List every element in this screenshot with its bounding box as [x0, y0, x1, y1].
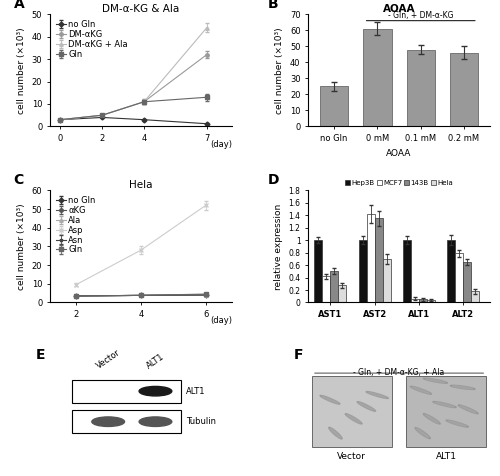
Ellipse shape — [410, 387, 432, 394]
Bar — [450, 53, 478, 127]
Bar — [358, 240, 366, 302]
Ellipse shape — [415, 427, 430, 438]
Text: A: A — [14, 0, 24, 10]
Text: Tubulin: Tubulin — [186, 417, 216, 426]
Bar — [406, 376, 486, 447]
Bar — [312, 376, 392, 447]
Legend: Hep3B, MCF7, 143B, Hela: Hep3B, MCF7, 143B, Hela — [344, 178, 454, 187]
Bar — [366, 214, 374, 302]
Bar — [382, 259, 390, 302]
Bar — [448, 240, 456, 302]
Y-axis label: relative expression: relative expression — [274, 203, 283, 289]
Text: (day): (day) — [210, 140, 232, 149]
Bar — [472, 291, 480, 302]
Ellipse shape — [446, 420, 468, 427]
Bar — [314, 240, 322, 302]
Y-axis label: cell number (×10³): cell number (×10³) — [276, 27, 284, 114]
Ellipse shape — [139, 387, 172, 396]
Bar — [403, 240, 411, 302]
Ellipse shape — [329, 427, 342, 439]
Legend: no Gln, αKG, Ala, Asp, Asn, Gln: no Gln, αKG, Ala, Asp, Asn, Gln — [54, 195, 98, 256]
Bar — [330, 271, 338, 302]
Bar — [72, 380, 181, 403]
Ellipse shape — [357, 402, 376, 411]
Title: Hela: Hela — [129, 179, 152, 189]
Text: - Gln, + DM-α-KG, + Ala: - Gln, + DM-α-KG, + Ala — [354, 368, 444, 377]
Text: Vector: Vector — [94, 347, 122, 370]
Bar — [320, 86, 348, 127]
Title: AOAA: AOAA — [383, 3, 416, 13]
Text: B: B — [268, 0, 279, 10]
Ellipse shape — [368, 392, 387, 398]
Ellipse shape — [460, 406, 476, 413]
Ellipse shape — [458, 405, 478, 414]
Ellipse shape — [424, 415, 439, 423]
Text: - Gln, + DM-α-KG: - Gln, + DM-α-KG — [388, 11, 454, 20]
Text: E: E — [36, 348, 45, 362]
Ellipse shape — [346, 414, 362, 424]
Bar — [411, 299, 419, 302]
Ellipse shape — [139, 417, 172, 426]
Bar — [374, 218, 382, 302]
Bar — [322, 276, 330, 302]
Text: Vector: Vector — [338, 452, 366, 461]
Text: F: F — [294, 348, 303, 362]
Ellipse shape — [92, 417, 124, 426]
Bar — [456, 253, 464, 302]
Ellipse shape — [433, 402, 456, 407]
Title: DM-α-KG & Ala: DM-α-KG & Ala — [102, 3, 180, 13]
Bar — [406, 50, 435, 127]
Bar — [338, 285, 346, 302]
Ellipse shape — [434, 402, 454, 407]
Ellipse shape — [346, 415, 361, 423]
Text: C: C — [14, 173, 24, 187]
Ellipse shape — [320, 396, 340, 404]
Legend: no Gln, DM-αKG, DM-αKG + Ala, Gln: no Gln, DM-αKG, DM-αKG + Ala, Gln — [54, 19, 130, 60]
Ellipse shape — [322, 396, 338, 404]
Ellipse shape — [424, 414, 440, 424]
Ellipse shape — [450, 385, 475, 389]
Ellipse shape — [412, 387, 430, 394]
Ellipse shape — [366, 391, 388, 398]
Ellipse shape — [448, 421, 467, 426]
Text: ALT1: ALT1 — [145, 352, 166, 370]
Y-axis label: cell number (×10³): cell number (×10³) — [17, 203, 26, 290]
Ellipse shape — [425, 378, 446, 383]
Ellipse shape — [358, 402, 374, 410]
Text: ALT1: ALT1 — [436, 452, 457, 461]
Ellipse shape — [330, 428, 341, 438]
Ellipse shape — [424, 378, 448, 383]
Text: (day): (day) — [210, 316, 232, 325]
Ellipse shape — [452, 386, 473, 389]
Bar — [464, 262, 471, 302]
Text: D: D — [268, 173, 280, 187]
Bar — [419, 299, 427, 302]
Text: ALT1: ALT1 — [186, 387, 206, 396]
Bar — [364, 29, 392, 127]
Y-axis label: cell number (×10³): cell number (×10³) — [17, 27, 26, 114]
Bar — [72, 410, 181, 433]
Ellipse shape — [416, 428, 429, 438]
X-axis label: AOAA: AOAA — [386, 149, 412, 158]
Bar — [427, 300, 435, 302]
